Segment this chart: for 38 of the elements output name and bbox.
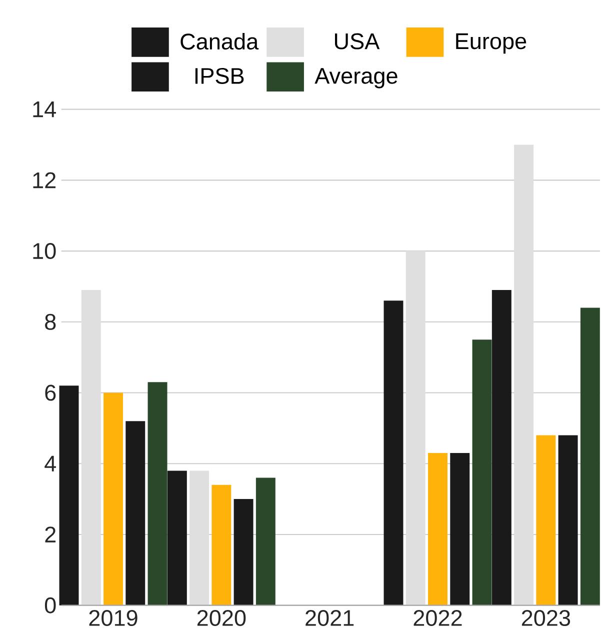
legend-label: USA xyxy=(335,33,380,50)
bar xyxy=(60,386,79,606)
legend-label: Canada xyxy=(180,33,259,50)
bar xyxy=(406,251,426,606)
bar xyxy=(450,452,470,606)
bar xyxy=(104,392,124,606)
x-tick-label: 2022 xyxy=(414,610,462,626)
y-tick-label: 4 xyxy=(44,456,56,472)
y-tick-label: 0 xyxy=(45,597,56,614)
bar xyxy=(212,484,232,606)
x-tick-label: 2019 xyxy=(90,610,138,626)
x-tick-label: 2023 xyxy=(522,610,570,626)
bar xyxy=(472,340,492,606)
bar xyxy=(82,290,102,606)
x-tick-label: 2021 xyxy=(306,610,354,626)
y-tick-label: 8 xyxy=(45,314,56,330)
legend-label: Europe xyxy=(456,33,526,54)
legend-label: IPSB xyxy=(196,68,244,84)
y-tick-label: 10 xyxy=(33,243,56,260)
bar xyxy=(234,499,254,606)
x-tick-label: 2020 xyxy=(198,610,246,626)
bar xyxy=(126,421,146,606)
bar xyxy=(168,470,188,606)
bar xyxy=(580,308,600,606)
bar xyxy=(536,435,556,606)
bar xyxy=(514,144,534,606)
bar xyxy=(256,478,276,606)
y-tick-label: 14 xyxy=(33,102,56,118)
bar xyxy=(384,300,404,606)
y-tick-label: 2 xyxy=(45,526,56,542)
bar xyxy=(190,470,210,606)
bar xyxy=(148,382,168,606)
legend-label: Average xyxy=(314,68,398,88)
y-tick-label: 6 xyxy=(45,384,56,401)
y-tick-label: 12 xyxy=(33,172,56,188)
bar xyxy=(558,435,578,606)
bar xyxy=(492,290,512,606)
bar xyxy=(428,452,448,606)
